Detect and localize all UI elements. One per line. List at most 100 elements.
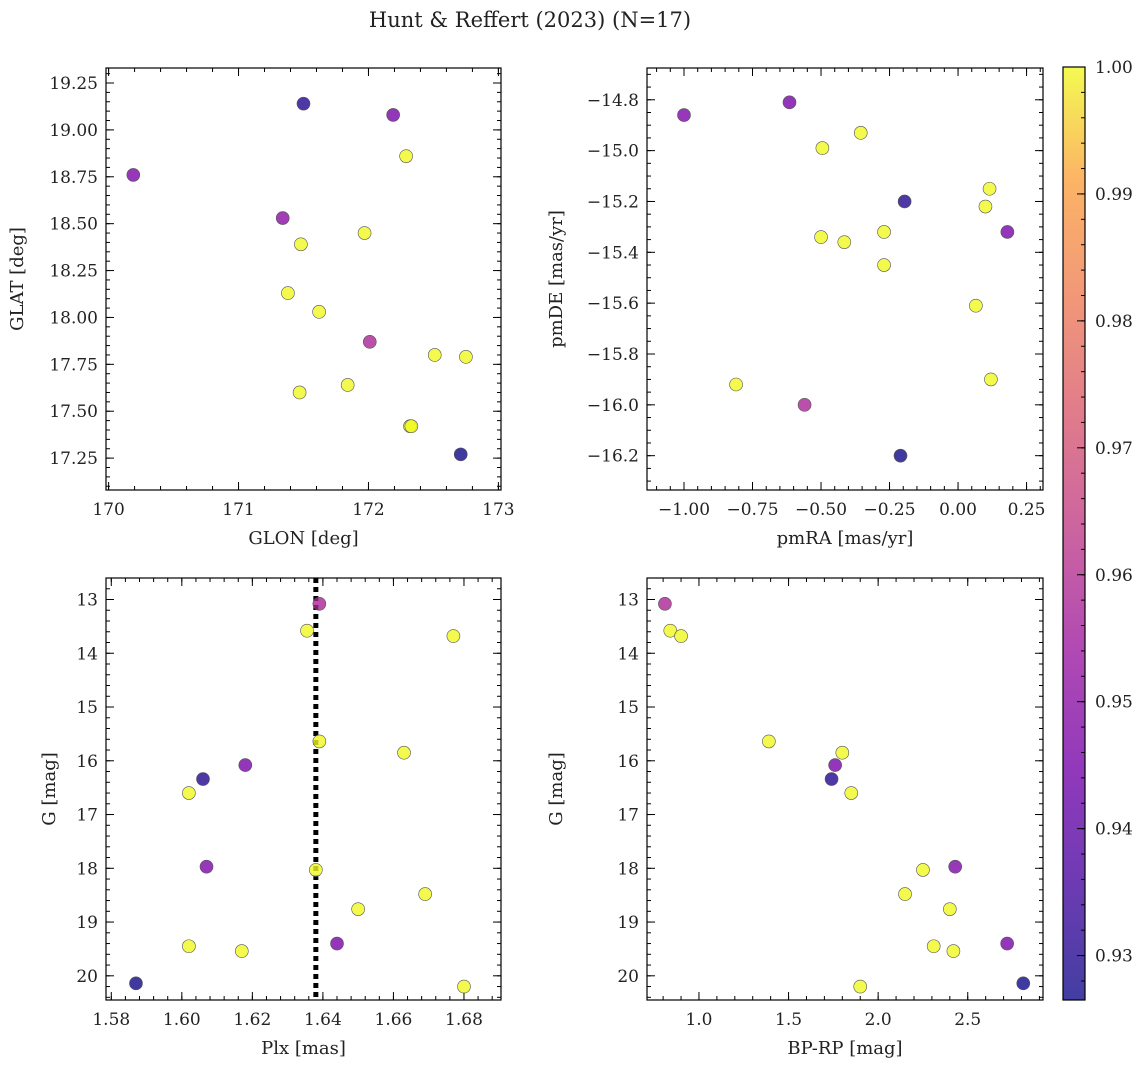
scatter-point bbox=[729, 377, 743, 392]
scatter-point bbox=[386, 108, 400, 122]
colorbar-tick-label: 0.97 bbox=[1095, 439, 1133, 459]
axes-frame bbox=[646, 577, 1044, 1001]
scatter-point bbox=[351, 902, 365, 916]
y-axis-label: G [mag] bbox=[39, 752, 60, 825]
y-tick-label: 16 bbox=[76, 752, 98, 772]
y-tick-label: −15.8 bbox=[587, 345, 639, 365]
scatter-point bbox=[1000, 936, 1014, 951]
scatter-point bbox=[762, 734, 776, 749]
y-tick-label: 20 bbox=[76, 967, 98, 987]
x-tick-label: 1.0 bbox=[685, 1010, 712, 1030]
scatter-point bbox=[897, 194, 912, 209]
scatter-point bbox=[943, 902, 957, 916]
y-axis-label: GLAT [deg] bbox=[7, 227, 28, 331]
scatter-point bbox=[182, 786, 196, 800]
y-tick-label: −15.6 bbox=[587, 294, 639, 314]
x-tick-label: 2.0 bbox=[865, 1010, 892, 1030]
plot-glon-glat: 170 171 172 173 17.25 17.50 17.75 18.00 18.25 18.… bbox=[7, 67, 515, 549]
scatter-point bbox=[357, 226, 372, 240]
x-tick-label: 1.62 bbox=[233, 1010, 271, 1030]
scatter-point bbox=[238, 758, 253, 772]
scatter-point bbox=[275, 211, 290, 225]
x-axis-label: BP-RP [mag] bbox=[787, 1038, 902, 1059]
colorbar-tick-label: 1.00 bbox=[1095, 58, 1133, 78]
scatter-point bbox=[814, 230, 828, 244]
scatter-point bbox=[309, 863, 323, 877]
scatter-point bbox=[984, 372, 998, 387]
y-tick-label: 18 bbox=[76, 859, 98, 879]
plot-pmra-pmde: −1.00 −0.75 −0.50 −0.25 0.00 0.25 −16.2 −16.0 −1… bbox=[546, 67, 1045, 549]
scatter-point bbox=[126, 168, 141, 182]
scatter-point bbox=[459, 350, 473, 364]
y-tick-label: 16 bbox=[617, 752, 639, 772]
scatter-point bbox=[312, 597, 327, 611]
scatter-point bbox=[877, 258, 891, 272]
scatter-point bbox=[658, 597, 672, 611]
scatter-point bbox=[916, 863, 930, 877]
scatter-point bbox=[182, 939, 196, 954]
scatter-point bbox=[340, 378, 355, 392]
y-tick-label: 18 bbox=[617, 859, 639, 879]
x-tick-label: 1.58 bbox=[92, 1010, 130, 1030]
y-tick-label: 18.75 bbox=[49, 168, 98, 188]
x-axis-label: GLON [deg] bbox=[248, 528, 358, 549]
x-tick-label: 2.5 bbox=[954, 1010, 981, 1030]
scatter-point bbox=[196, 772, 210, 786]
scatter-point bbox=[453, 447, 468, 462]
scatter-point bbox=[898, 887, 912, 901]
x-tick-label: −0.25 bbox=[863, 500, 915, 520]
y-tick-label: 15 bbox=[76, 698, 98, 718]
scatter-point bbox=[969, 298, 983, 313]
scatter-point bbox=[797, 398, 812, 412]
y-tick-label: −15.0 bbox=[587, 142, 639, 162]
scatter-point bbox=[199, 859, 214, 874]
scatter-point bbox=[926, 939, 941, 954]
scatter-point bbox=[427, 348, 442, 362]
x-tick-label: 1.5 bbox=[775, 1010, 802, 1030]
scatter-point bbox=[982, 181, 997, 196]
y-tick-label: 13 bbox=[76, 591, 98, 611]
y-tick-label: 17 bbox=[617, 806, 639, 826]
scatter-point bbox=[362, 335, 377, 349]
x-tick-label: 1.66 bbox=[375, 1010, 413, 1030]
scatter-point bbox=[281, 286, 295, 300]
y-tick-label: −14.8 bbox=[587, 91, 639, 111]
scatter-point bbox=[312, 734, 327, 749]
plot-plx-g: 1.58 1.60 1.62 1.64 1.66 1.68 13 14 15 16 17 18 19 20… bbox=[39, 577, 502, 1059]
scatter-point bbox=[782, 95, 797, 110]
plot-bprp-g: 1.0 1.5 2.0 2.5 13 14 15 16 17 18 19 20 BP-RP [mag] G… bbox=[546, 577, 1044, 1059]
scatter-point bbox=[824, 772, 839, 786]
scatter-point bbox=[446, 629, 461, 643]
scatter-point bbox=[330, 936, 344, 951]
y-tick-label: 13 bbox=[617, 591, 639, 611]
x-tick-label: 1.64 bbox=[304, 1010, 342, 1030]
x-axis-label: Plx [mas] bbox=[261, 1038, 346, 1059]
colorbar-tick-label: 0.96 bbox=[1095, 566, 1133, 586]
scatter-point bbox=[853, 126, 868, 140]
x-tick-label: 170 bbox=[92, 500, 124, 520]
scatter-point bbox=[853, 979, 868, 994]
scatter-point bbox=[948, 859, 962, 874]
scatter-point bbox=[844, 786, 859, 800]
x-tick-label: −0.75 bbox=[726, 500, 778, 520]
scatter-point bbox=[815, 141, 830, 155]
y-tick-label: 17 bbox=[76, 806, 98, 826]
colorbar-tick-label: 0.98 bbox=[1095, 312, 1133, 332]
y-tick-label: 17.25 bbox=[49, 449, 98, 469]
scatter-point bbox=[663, 623, 678, 638]
y-tick-label: 19 bbox=[617, 913, 639, 933]
scatter-point bbox=[457, 979, 471, 994]
x-tick-label: 172 bbox=[352, 500, 384, 520]
scatter-point bbox=[404, 419, 419, 434]
x-tick-label: −0.50 bbox=[795, 500, 847, 520]
scatter-point bbox=[312, 305, 326, 319]
scatter-point bbox=[946, 944, 961, 958]
y-tick-label: 19.25 bbox=[49, 74, 98, 94]
scatter-point bbox=[294, 237, 308, 252]
y-tick-label: 19 bbox=[76, 913, 98, 933]
colorbar-tick-label: 0.94 bbox=[1095, 820, 1133, 840]
scatter-point bbox=[1000, 225, 1015, 239]
scatter-point bbox=[292, 385, 307, 400]
scatter-point bbox=[399, 149, 413, 163]
